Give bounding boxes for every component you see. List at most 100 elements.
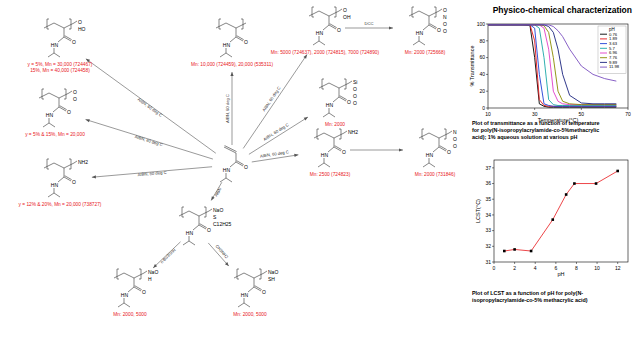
backbone: [309, 11, 339, 16]
bracket: [237, 269, 239, 279]
point: [513, 248, 516, 251]
bond: [429, 163, 435, 167]
bond: [439, 9, 442, 11]
bond: [65, 36, 72, 40]
bond: [430, 24, 437, 28]
arrow: AIBN, 60 deg C: [86, 59, 216, 153]
bond: [225, 146, 237, 152]
atom: O: [244, 39, 248, 45]
arrow: DCC: [345, 21, 393, 30]
atom: O: [437, 27, 441, 33]
bracket: [444, 129, 446, 139]
y-tick-label: 100: [477, 21, 486, 27]
bracket: [47, 159, 49, 169]
arrow-head: [225, 262, 229, 266]
atom: O: [73, 89, 77, 95]
bond: [226, 48, 227, 53]
arrow-line: [350, 150, 403, 151]
atom: O: [343, 7, 347, 13]
bracket: [204, 207, 206, 217]
bond: [200, 224, 207, 228]
arrow: CH3NH2: [208, 243, 229, 266]
bracket: [259, 269, 261, 279]
arrow-head: [389, 26, 393, 29]
mn-label: 15%, Mn = 40,000 (724458): [30, 68, 90, 73]
reagent: DCC: [364, 21, 373, 26]
x-tick-label: 70: [625, 111, 631, 117]
atom: O: [342, 149, 346, 155]
bond: [74, 161, 77, 163]
arrow-line: [153, 242, 180, 268]
point: [595, 182, 598, 185]
bond: [144, 271, 147, 273]
bond: [419, 41, 425, 45]
arrow: AIBN, 60 deg C: [252, 149, 299, 162]
bracket: [434, 7, 436, 17]
bond: [48, 53, 54, 57]
bond: [58, 177, 64, 182]
bond: [324, 163, 330, 167]
bond: [236, 28, 237, 37]
atom: O: [353, 93, 357, 99]
y-tick-label: 60: [479, 54, 485, 60]
arrow: n-Bu3SnH: [153, 242, 180, 268]
arrow-line: [232, 72, 233, 145]
arrow-head: [399, 148, 403, 151]
bond: [339, 9, 342, 11]
arrow-head: [230, 72, 233, 76]
point: [551, 218, 554, 221]
bond: [329, 113, 335, 117]
bracket: [241, 19, 243, 29]
x-tick-label: 2: [513, 265, 516, 271]
series-line: [488, 25, 616, 105]
arrow-line: [249, 117, 308, 154]
atom: HN: [51, 42, 59, 48]
bracket: [412, 7, 414, 17]
x-tick-label: 4: [534, 265, 537, 271]
arrow: AIBN, 60 deg C: [92, 167, 212, 179]
bracket: [344, 79, 346, 89]
atom: O: [353, 100, 357, 106]
y-tick: [492, 246, 494, 247]
bond: [58, 37, 64, 42]
legend-swatch: [600, 57, 607, 58]
bond: [183, 241, 189, 245]
bond: [323, 25, 329, 30]
series-line: [488, 25, 616, 106]
caption: Plot of LCST as a function of pH for pol…: [472, 290, 583, 296]
arrow-head: [303, 54, 307, 58]
chart: 31323334353637024681012pHLCST(°C)Plot of…: [472, 160, 628, 303]
atom: O: [262, 289, 266, 295]
mn-label: Mn: 2000, 5000: [233, 312, 267, 317]
bracket: [139, 269, 141, 279]
atom: HN: [326, 102, 334, 108]
point: [616, 170, 619, 173]
series-line: [504, 171, 617, 251]
arrow-line: [208, 243, 228, 266]
atom: O: [453, 136, 457, 142]
y-tick: [492, 199, 494, 200]
x-tick-label: 12: [615, 265, 621, 271]
bond: [423, 25, 429, 30]
structure: HNOOOHMn: 5000 (724637), 2000 (724815), …: [271, 7, 380, 55]
atom: O: [453, 143, 457, 149]
x-tick-label: 6: [554, 265, 557, 271]
bond: [54, 48, 55, 53]
bond: [236, 153, 237, 162]
bond: [248, 287, 254, 292]
chart: 02040608010010305070Temperature(°C)% Tra…: [469, 21, 631, 140]
atom: HN: [426, 152, 434, 158]
y-tick: [486, 91, 488, 92]
bond: [419, 36, 420, 41]
bond: [318, 163, 324, 167]
bond: [43, 123, 49, 127]
atom: NaO: [148, 269, 158, 275]
bond: [328, 147, 334, 152]
atom: O: [142, 289, 146, 295]
legend-swatch: [600, 38, 607, 39]
point: [573, 182, 576, 185]
bracket: [117, 269, 119, 279]
mn-label: Mn: 2000: [325, 122, 345, 127]
bond: [429, 16, 430, 25]
arrow-head: [211, 196, 214, 200]
